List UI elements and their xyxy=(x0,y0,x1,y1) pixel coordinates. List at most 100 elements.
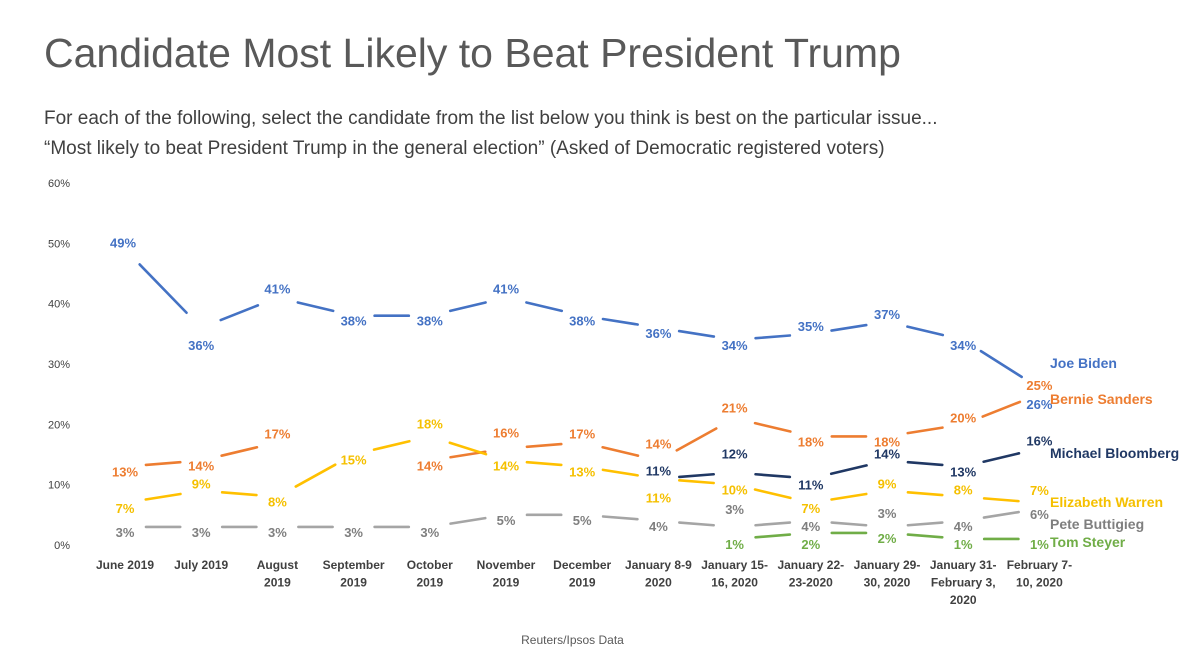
elizabeth-warren-data-label: 7% xyxy=(1030,483,1049,498)
joe-biden-line-segment xyxy=(677,329,716,338)
michael-bloomberg-line-segment xyxy=(678,472,715,479)
elizabeth-warren-line-segment xyxy=(144,492,182,501)
source-note: Reuters/Ipsos Data xyxy=(521,633,624,647)
bernie-sanders-data-label: 18% xyxy=(798,434,824,449)
bernie-sanders-data-label: 14% xyxy=(645,437,671,452)
michael-bloomberg-data-label: 12% xyxy=(722,447,748,462)
bernie-sanders-data-label: 21% xyxy=(722,400,748,415)
joe-biden-line-segment xyxy=(448,301,487,313)
pete-buttigieg-line-segment xyxy=(830,521,868,527)
pete-buttigieg-line-segment xyxy=(906,521,944,527)
x-tick-label: 2019 xyxy=(340,576,367,590)
joe-biden-data-label: 34% xyxy=(950,338,976,353)
joe-biden-line-segment xyxy=(979,349,1023,379)
x-tick-label: 2019 xyxy=(569,576,596,590)
michael-bloomberg-data-label: 11% xyxy=(646,464,672,479)
elizabeth-warren-line-segment xyxy=(906,491,944,497)
pete-buttigieg-data-label: 5% xyxy=(573,513,592,528)
y-tick-label: 20% xyxy=(48,419,70,431)
bernie-sanders-line-segment xyxy=(601,445,640,457)
tom-steyer-data-label: 2% xyxy=(878,531,897,546)
x-tick-label: February 3, xyxy=(931,576,996,590)
pete-buttigieg-data-label: 3% xyxy=(878,506,897,521)
elizabeth-warren-line-segment xyxy=(830,492,868,501)
elizabeth-warren-data-label: 8% xyxy=(268,495,287,510)
pete-buttigieg-data-label: 3% xyxy=(344,525,363,540)
bernie-sanders-data-label: 17% xyxy=(264,426,290,441)
michael-bloomberg-data-label: 11% xyxy=(798,478,824,493)
x-tick-label: 23-2020 xyxy=(789,576,833,590)
x-tick-label: 16, 2020 xyxy=(711,576,758,590)
x-tick-label: 10, 2020 xyxy=(1016,576,1063,590)
bernie-sanders-data-label: 20% xyxy=(950,410,976,425)
pete-buttigieg-data-label: 3% xyxy=(420,525,439,540)
joe-biden-data-label: 41% xyxy=(264,282,290,297)
bernie-sanders-line-segment xyxy=(525,442,563,449)
pete-buttigieg-data-label: 3% xyxy=(725,502,744,517)
elizabeth-warren-line-segment xyxy=(372,439,411,451)
michael-bloomberg-data-label: 14% xyxy=(874,447,900,462)
tom-steyer-data-label: 1% xyxy=(725,537,744,552)
michael-bloomberg-line-segment xyxy=(906,460,944,467)
joe-biden-line-segment xyxy=(525,301,564,313)
elizabeth-warren-line-segment xyxy=(982,497,1020,503)
joe-biden-line-segment xyxy=(138,263,188,315)
joe-biden-data-label: 38% xyxy=(569,314,595,329)
joe-biden-data-label: 38% xyxy=(417,314,443,329)
michael-bloomberg-line-segment xyxy=(982,452,1021,464)
x-tick-label: 2019 xyxy=(264,576,291,590)
elizabeth-warren-line-segment xyxy=(601,468,639,477)
elizabeth-warren-data-label: 15% xyxy=(341,453,367,468)
x-tick-label: 2020 xyxy=(645,576,672,590)
joe-biden-data-label: 38% xyxy=(341,314,367,329)
joe-biden-line-segment xyxy=(906,325,945,337)
chart-subtitle-line2: “Most likely to beat President Trump in … xyxy=(44,138,885,159)
x-tick-label: February 7- xyxy=(1007,558,1072,572)
pete-buttigieg-line-segment xyxy=(982,510,1020,519)
pete-buttigieg-line-segment xyxy=(754,521,792,527)
elizabeth-warren-data-label: 7% xyxy=(116,501,135,516)
elizabeth-warren-data-label: 18% xyxy=(417,416,443,431)
y-tick-label: 50% xyxy=(48,238,70,250)
bernie-sanders-data-label: 18% xyxy=(874,434,900,449)
pete-buttigieg-data-label: 4% xyxy=(801,519,820,534)
pete-buttigieg-data-label: 3% xyxy=(192,525,211,540)
elizabeth-warren-data-label: 7% xyxy=(801,501,820,516)
x-tick-label: September xyxy=(323,558,385,572)
x-tick-label: 2019 xyxy=(416,576,443,590)
x-tick-label: January 31- xyxy=(930,558,997,572)
y-tick-label: 60% xyxy=(48,178,70,190)
michael-bloomberg-data-label: 16% xyxy=(1026,433,1052,448)
bernie-sanders-data-label: 17% xyxy=(569,426,595,441)
x-tick-label: 2019 xyxy=(493,576,520,590)
tom-steyer-line-segment xyxy=(906,533,944,539)
tom-steyer-line-segment xyxy=(754,533,792,539)
joe-biden-data-label: 36% xyxy=(188,338,214,353)
bernie-sanders-line-segment xyxy=(906,426,944,435)
y-tick-label: 10% xyxy=(48,480,70,492)
bernie-sanders-series-label: Bernie Sanders xyxy=(1050,391,1153,407)
tom-steyer-data-label: 2% xyxy=(801,537,820,552)
joe-biden-series-label: Joe Biden xyxy=(1050,355,1117,371)
elizabeth-warren-line-segment xyxy=(220,491,258,497)
elizabeth-warren-line-segment xyxy=(448,441,488,456)
x-tick-label: January 29- xyxy=(854,558,921,572)
x-tick-label: 2020 xyxy=(950,593,977,607)
joe-biden-line-segment xyxy=(754,334,792,340)
x-tick-label: July 2019 xyxy=(174,558,228,572)
elizabeth-warren-data-label: 9% xyxy=(192,477,211,492)
joe-biden-data-label: 36% xyxy=(645,326,671,341)
elizabeth-warren-line-segment xyxy=(753,488,792,500)
pete-buttigieg-series-label: Pete Buttigieg xyxy=(1050,516,1144,532)
pete-buttigieg-data-label: 3% xyxy=(268,525,287,540)
joe-biden-line-segment xyxy=(830,323,868,332)
bernie-sanders-line-segment xyxy=(220,445,259,457)
x-tick-label: 30, 2020 xyxy=(864,576,911,590)
pete-buttigieg-data-label: 5% xyxy=(497,513,516,528)
joe-biden-line-segment xyxy=(219,304,260,322)
bernie-sanders-line-segment xyxy=(753,421,792,433)
chart-title: Candidate Most Likely to Beat President … xyxy=(44,30,901,76)
joe-biden-line-segment xyxy=(296,301,335,313)
elizabeth-warren-series-label: Elizabeth Warren xyxy=(1050,494,1163,510)
